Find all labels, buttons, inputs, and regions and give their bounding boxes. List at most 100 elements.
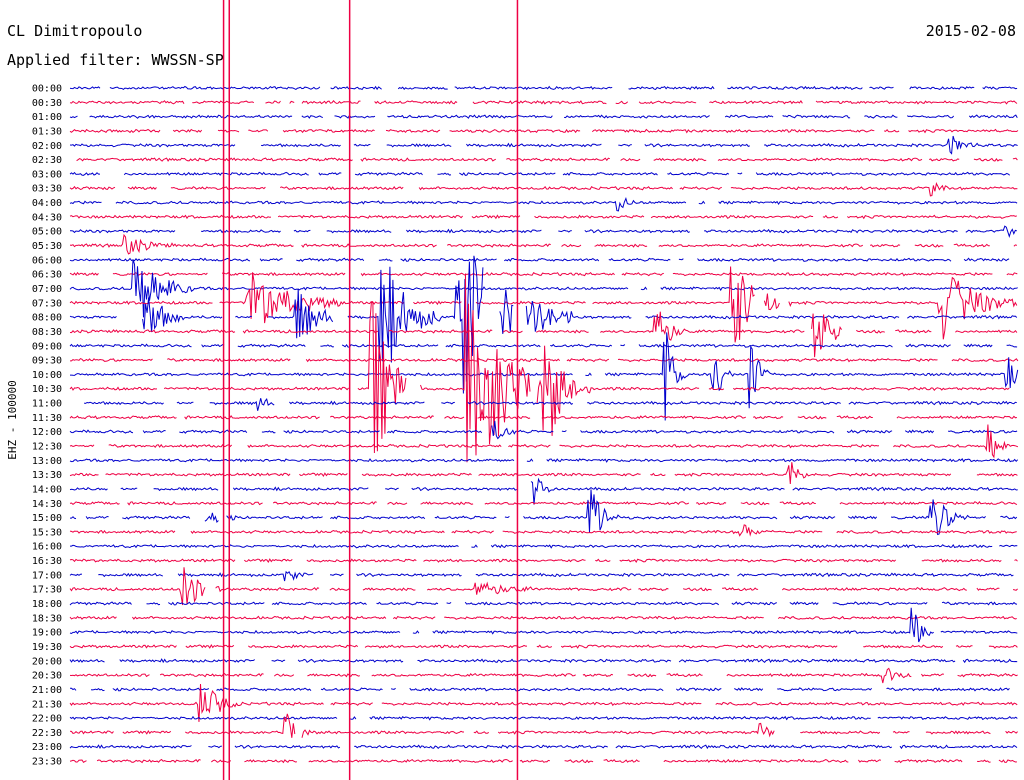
- time-label: 18:30: [32, 613, 62, 624]
- trace-row: [69, 601, 1018, 606]
- trace-row: [70, 225, 1017, 239]
- time-label: 12:00: [32, 427, 62, 438]
- time-label: 09:00: [32, 341, 62, 352]
- trace-row: [69, 758, 1017, 764]
- trace-row: [69, 85, 1018, 91]
- time-label: 05:30: [32, 241, 62, 252]
- seismic-traces: [69, 85, 1019, 764]
- time-label: 03:30: [32, 184, 62, 195]
- time-label: 22:00: [32, 714, 62, 725]
- trace-row: [70, 332, 1019, 421]
- trace-row: [69, 415, 1017, 420]
- time-label: 08:00: [32, 313, 62, 324]
- time-label: 19:30: [32, 642, 62, 653]
- time-label: 23:00: [32, 742, 62, 753]
- trace-row: [69, 424, 1019, 459]
- trace-row: [69, 567, 1018, 606]
- trace-row: [69, 114, 1018, 119]
- trace-row: [70, 687, 1010, 692]
- time-label: 05:00: [32, 227, 62, 238]
- time-label: 09:30: [32, 356, 62, 367]
- time-label: 14:00: [32, 484, 62, 495]
- trace-row: [69, 255, 1018, 394]
- time-label: 21:30: [32, 699, 62, 710]
- trace-row: [69, 713, 1018, 738]
- time-label: 04:30: [32, 212, 62, 223]
- trace-row: [69, 462, 1018, 485]
- trace-row: [69, 458, 1019, 463]
- trace-row: [69, 311, 1018, 358]
- trace-row: [69, 257, 1010, 263]
- time-label: 16:00: [32, 542, 62, 553]
- time-labels: 00:00 00:30 01:00 01:30 02:00 02:30 03:00 03:30…: [32, 84, 62, 768]
- trace-row: [69, 658, 1018, 664]
- trace-row: [69, 271, 1018, 277]
- time-label: 13:00: [32, 456, 62, 467]
- trace-row: [76, 157, 1018, 162]
- time-label: 04:00: [32, 198, 62, 209]
- trace-row: [70, 489, 1018, 536]
- trace-row: [69, 570, 1014, 582]
- trace-row: [69, 273, 1010, 463]
- trace-row: [69, 259, 1018, 318]
- time-label: 17:00: [32, 570, 62, 581]
- trace-row: [69, 477, 1018, 505]
- trace-row: [70, 543, 1018, 549]
- time-label: 11:30: [32, 413, 62, 424]
- trace-row: [69, 744, 1018, 750]
- time-label: 01:30: [32, 126, 62, 137]
- time-label: 16:30: [32, 556, 62, 567]
- time-label: 12:30: [32, 442, 62, 453]
- trace-row: [69, 100, 1018, 105]
- time-label: 11:00: [32, 399, 62, 410]
- trace-row: [69, 266, 1018, 343]
- time-label: 18:00: [32, 599, 62, 610]
- trace-row: [69, 524, 1017, 537]
- time-label: 10:00: [32, 370, 62, 381]
- time-label: 20:00: [32, 656, 62, 667]
- trace-row: [69, 558, 1018, 563]
- time-label: 03:00: [32, 169, 62, 180]
- station-name: CL Dimitropoulo: [7, 22, 143, 40]
- time-label: 15:00: [32, 513, 62, 524]
- trace-row: [69, 181, 1018, 197]
- time-label: 14:30: [32, 499, 62, 510]
- spike-lines: [222, 0, 519, 780]
- trace-row: [69, 667, 1018, 684]
- time-label: 06:00: [32, 255, 62, 266]
- trace-row: [69, 500, 1018, 506]
- time-label: 02:00: [32, 141, 62, 152]
- time-label: 01:00: [32, 112, 62, 123]
- filter-label: Applied filter: WWSSN-SP: [7, 51, 224, 69]
- trace-row: [69, 214, 1017, 220]
- trace-row: [69, 420, 1018, 440]
- time-label: 21:00: [32, 685, 62, 696]
- time-label: 20:30: [32, 671, 62, 682]
- trace-row: [69, 197, 1018, 212]
- time-label: 19:00: [32, 628, 62, 639]
- time-label: 07:30: [32, 298, 62, 309]
- trace-row: [69, 128, 1019, 134]
- trace-row: [69, 643, 1018, 649]
- trace-row: [69, 171, 1011, 177]
- time-label: 10:30: [32, 384, 62, 395]
- trace-row: [84, 398, 1017, 411]
- time-label: 13:30: [32, 470, 62, 481]
- plot-date: 2015-02-08: [925, 22, 1016, 40]
- time-label: 00:00: [32, 84, 62, 95]
- time-label: 17:30: [32, 585, 62, 596]
- time-label: 00:30: [32, 98, 62, 109]
- trace-row: [69, 135, 1018, 155]
- time-label: 08:30: [32, 327, 62, 338]
- time-label: 07:00: [32, 284, 62, 295]
- time-label: 02:30: [32, 155, 62, 166]
- trace-row: [69, 683, 1018, 722]
- trace-row: [69, 343, 1018, 348]
- time-label: 23:30: [32, 757, 62, 768]
- time-label: 22:30: [32, 728, 62, 739]
- time-label: 15:30: [32, 527, 62, 538]
- trace-row: [69, 607, 1018, 643]
- time-label: 06:30: [32, 270, 62, 281]
- trace-row: [69, 233, 1018, 255]
